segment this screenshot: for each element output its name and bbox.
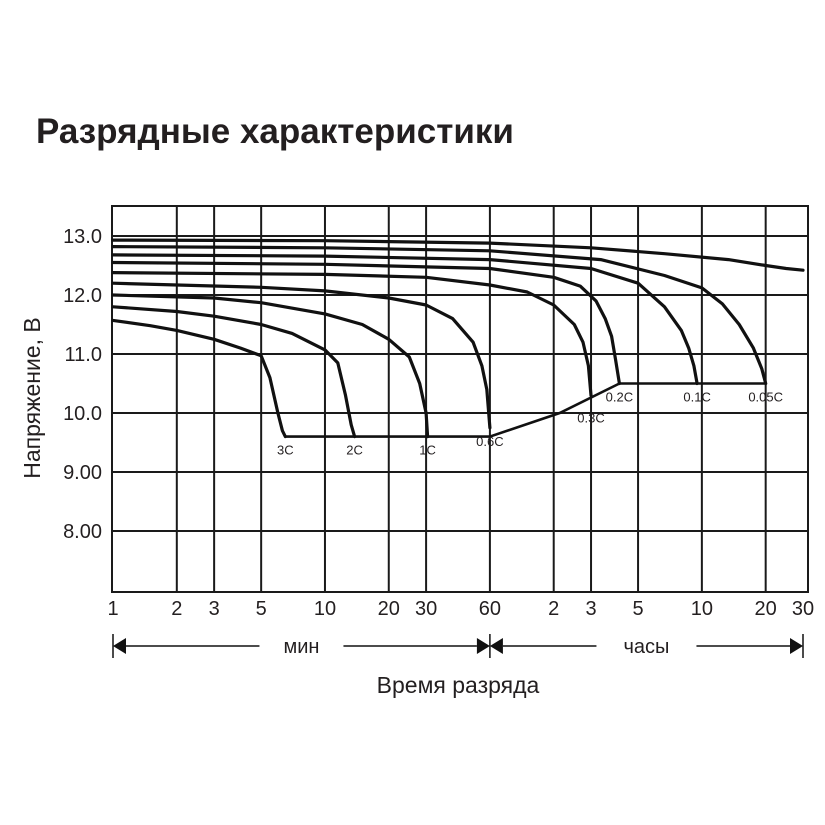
- end-voltage-line: [285, 382, 766, 438]
- x-tick-label: 10: [691, 598, 713, 620]
- arrow-left-hours: [489, 638, 503, 654]
- x-tick-label: 5: [632, 598, 643, 620]
- discharge-curves: [111, 238, 805, 439]
- y-tick-label: 9.00: [63, 462, 102, 484]
- curve-label-3C: 3C: [277, 443, 294, 458]
- arrow-right-hours: [790, 638, 803, 654]
- curve-labels: 3C 2C 1C 0.6C 0.3C0.2C 0.1C 0.05C: [277, 390, 783, 458]
- x-tick-label: 2: [548, 598, 559, 620]
- x-tick-label: 30: [792, 598, 814, 620]
- curve-label-1C: 1C: [419, 443, 436, 458]
- x-tick-label: 20: [755, 598, 777, 620]
- curve-top: [111, 238, 805, 272]
- y-tick-label: 8.00: [63, 521, 102, 543]
- x-axis-title: Время разряда: [377, 672, 540, 698]
- chart-title: Разрядные характеристики: [36, 112, 514, 151]
- y-tick-label: 13.0: [63, 226, 102, 248]
- y-axis-title: Напряжение, В: [19, 317, 45, 478]
- y-tick-label: 12.0: [63, 285, 102, 307]
- curve-2C: [111, 305, 357, 439]
- curve-0_2C: [111, 260, 621, 386]
- arrow-left-min: [113, 638, 126, 654]
- range-label-hours: часы: [623, 636, 669, 658]
- curve-0_6C: [111, 281, 492, 430]
- x-tick-label: 1: [107, 598, 118, 620]
- x-tick-label: 2: [171, 598, 182, 620]
- x-tick-label: 30: [415, 598, 437, 620]
- curve-0_3C: [111, 271, 593, 397]
- y-tick-label: 10.0: [63, 403, 102, 425]
- axis-ticks: 13.0 12.0 11.0 10.0 9.00 8.00 1 2 3 5 10 20 30 60 2 3 5 1…: [63, 226, 814, 620]
- curve-label-2C: 2C: [346, 443, 363, 458]
- range-label-minutes: мин: [283, 636, 319, 658]
- curve-label-0_6C: 0.6C: [476, 434, 503, 449]
- curve-label-0_3C: 0.3C: [577, 410, 604, 425]
- x-tick-label: 60: [479, 598, 501, 620]
- x-tick-label: 3: [209, 598, 220, 620]
- curve-3C: [111, 318, 287, 439]
- curve-label-0_1C: 0.1C: [683, 390, 710, 405]
- x-tick-label: 10: [314, 598, 336, 620]
- curve-0_1C: [111, 253, 699, 386]
- curve-0_05C: [111, 245, 768, 386]
- y-tick-label: 11.0: [65, 344, 102, 366]
- x-tick-label: 5: [256, 598, 267, 620]
- x-tick-label: 20: [378, 598, 400, 620]
- arrow-right-min: [476, 638, 490, 654]
- time-range-arrows: мин часы: [112, 634, 804, 658]
- plot-frame: [111, 205, 809, 593]
- x-tick-label: 3: [585, 598, 596, 620]
- curve-label-0_05C: 0.05C: [748, 390, 783, 405]
- curve-label-0_2C: 0.2C: [606, 390, 633, 405]
- curve-1C: [111, 293, 430, 439]
